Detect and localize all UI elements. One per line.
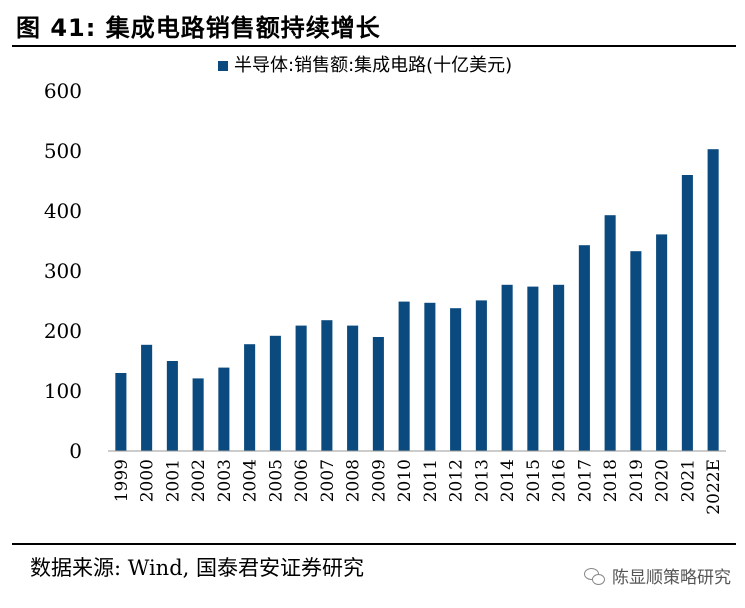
watermark: 陈显顺策略研究 xyxy=(584,563,731,588)
x-tick-label: 2018 xyxy=(601,459,621,502)
x-tick-label: 2017 xyxy=(575,459,595,502)
title-rule xyxy=(12,45,736,47)
x-tick-label: 2014 xyxy=(498,459,518,502)
bar xyxy=(527,286,539,451)
x-axis: 1999 2000 2001 2002 2003 2004 2005 2006 2007 2008… xyxy=(108,450,726,515)
watermark-text: 陈显顺策略研究 xyxy=(612,568,731,588)
legend: 半导体:销售额:集成电路(十亿美元) xyxy=(218,55,512,76)
bar xyxy=(295,325,307,451)
x-tick-label: 2002 xyxy=(189,459,209,502)
bar xyxy=(604,215,616,451)
x-tick-label: 2015 xyxy=(524,459,544,502)
bar xyxy=(553,284,565,451)
x-tick-label: 2001 xyxy=(163,459,183,502)
y-axis: 0 100 200 300 400 500 600 xyxy=(44,79,82,463)
bar xyxy=(141,344,153,451)
bar xyxy=(707,149,719,451)
bar-chart: 半导体:销售额:集成电路(十亿美元) 0 100 200 300 400 500 600 1… xyxy=(44,55,726,515)
bar xyxy=(501,284,513,451)
legend-label: 半导体:销售额:集成电路(十亿美元) xyxy=(234,55,512,76)
y-tick-label: 200 xyxy=(44,319,82,343)
x-tick-label: 1999 xyxy=(112,459,132,502)
source-rule xyxy=(12,543,736,545)
x-tick-label: 2000 xyxy=(138,459,158,502)
bar xyxy=(218,367,230,451)
bar xyxy=(475,300,487,451)
y-tick-label: 500 xyxy=(44,139,82,163)
bar xyxy=(115,373,127,451)
figure-title: 图 41: 集成电路销售额持续增长 xyxy=(16,14,381,42)
x-tick-label: 2010 xyxy=(395,459,415,502)
y-tick-label: 0 xyxy=(69,439,82,463)
bar xyxy=(578,245,590,451)
bar xyxy=(398,301,410,451)
x-tick-label: 2013 xyxy=(472,459,492,502)
x-tick-label: 2004 xyxy=(241,459,261,502)
x-tick-label: 2019 xyxy=(627,459,647,502)
x-tick-label: 2005 xyxy=(266,459,286,502)
bar xyxy=(244,344,256,451)
wechat-icon xyxy=(584,567,606,585)
bar xyxy=(630,251,642,451)
bar xyxy=(424,302,436,451)
x-tick-label: 2007 xyxy=(318,459,338,502)
x-tick-label: 2016 xyxy=(550,459,570,502)
x-tick-label: 2008 xyxy=(344,459,364,502)
bar xyxy=(321,320,333,451)
y-tick-label: 600 xyxy=(44,79,82,103)
bar xyxy=(450,308,462,451)
x-tick-label: 2021 xyxy=(678,459,698,502)
x-tick-label: 2003 xyxy=(215,459,235,502)
x-tick-label: 2006 xyxy=(292,459,312,502)
bar xyxy=(269,335,281,451)
x-tick-label: 2022E xyxy=(704,459,724,515)
bars xyxy=(115,149,719,451)
bar xyxy=(656,234,668,451)
y-tick-label: 300 xyxy=(44,259,82,283)
x-tick-label: 2012 xyxy=(447,459,467,502)
bar xyxy=(372,337,384,451)
bar xyxy=(347,325,359,451)
y-tick-label: 100 xyxy=(44,379,82,403)
x-tick-label: 2009 xyxy=(369,459,389,502)
x-tick-label: 2020 xyxy=(653,459,673,502)
bar xyxy=(166,361,178,451)
source-note: 数据来源: Wind, 国泰君安证券研究 xyxy=(30,556,364,580)
bar xyxy=(681,175,693,451)
x-tick-label: 2011 xyxy=(421,459,441,502)
bar xyxy=(192,378,204,451)
legend-swatch xyxy=(218,61,228,71)
y-tick-label: 400 xyxy=(44,199,82,223)
